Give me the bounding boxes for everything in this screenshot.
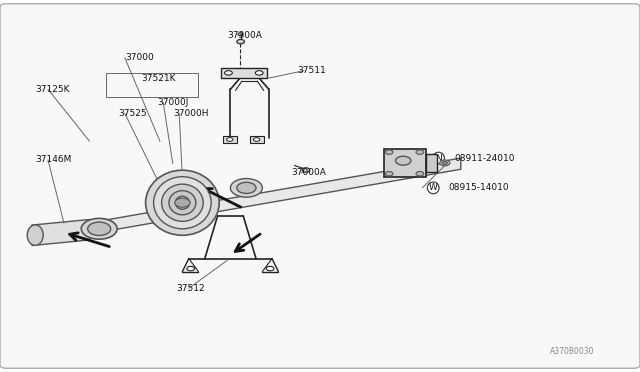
Circle shape xyxy=(187,266,195,271)
Ellipse shape xyxy=(145,170,219,235)
Circle shape xyxy=(237,182,256,193)
Circle shape xyxy=(385,150,393,154)
Bar xyxy=(223,136,237,143)
Ellipse shape xyxy=(161,184,204,221)
Circle shape xyxy=(227,138,233,141)
Circle shape xyxy=(396,156,411,165)
Text: 37000: 37000 xyxy=(125,53,154,62)
Polygon shape xyxy=(32,219,90,246)
Circle shape xyxy=(440,160,450,166)
Circle shape xyxy=(416,171,424,176)
Ellipse shape xyxy=(169,190,196,215)
Circle shape xyxy=(253,138,260,141)
FancyBboxPatch shape xyxy=(0,4,640,368)
Bar xyxy=(426,154,437,172)
Ellipse shape xyxy=(154,177,211,229)
Circle shape xyxy=(255,71,263,75)
Circle shape xyxy=(238,33,243,36)
Text: 37512: 37512 xyxy=(176,284,205,293)
Circle shape xyxy=(385,171,393,176)
Ellipse shape xyxy=(28,225,44,246)
Text: 37521K: 37521K xyxy=(141,74,175,83)
Polygon shape xyxy=(77,158,461,236)
Bar xyxy=(384,149,426,177)
Circle shape xyxy=(416,150,424,154)
Circle shape xyxy=(81,218,117,239)
Circle shape xyxy=(225,71,232,75)
Ellipse shape xyxy=(175,196,189,209)
Bar xyxy=(250,136,264,143)
Text: 37511: 37511 xyxy=(298,66,326,75)
Circle shape xyxy=(442,161,447,164)
Text: 37146M: 37146M xyxy=(35,155,72,164)
Text: 37000J: 37000J xyxy=(157,98,188,107)
Text: A370B0030: A370B0030 xyxy=(550,347,595,356)
Bar xyxy=(106,73,198,97)
Circle shape xyxy=(230,179,262,197)
Circle shape xyxy=(237,39,244,44)
Circle shape xyxy=(302,168,310,172)
Text: 37000A: 37000A xyxy=(291,169,326,177)
Text: 37525: 37525 xyxy=(118,109,147,118)
Bar xyxy=(221,68,267,78)
Text: W: W xyxy=(429,183,438,192)
Circle shape xyxy=(175,198,190,207)
Text: 37125K: 37125K xyxy=(35,85,70,94)
Text: 08911-24010: 08911-24010 xyxy=(454,154,515,163)
Circle shape xyxy=(88,222,111,235)
Text: 08915-14010: 08915-14010 xyxy=(448,183,509,192)
Text: 37300A: 37300A xyxy=(227,31,262,40)
Text: N: N xyxy=(435,154,442,163)
Text: 37000H: 37000H xyxy=(173,109,208,118)
Circle shape xyxy=(266,266,274,271)
